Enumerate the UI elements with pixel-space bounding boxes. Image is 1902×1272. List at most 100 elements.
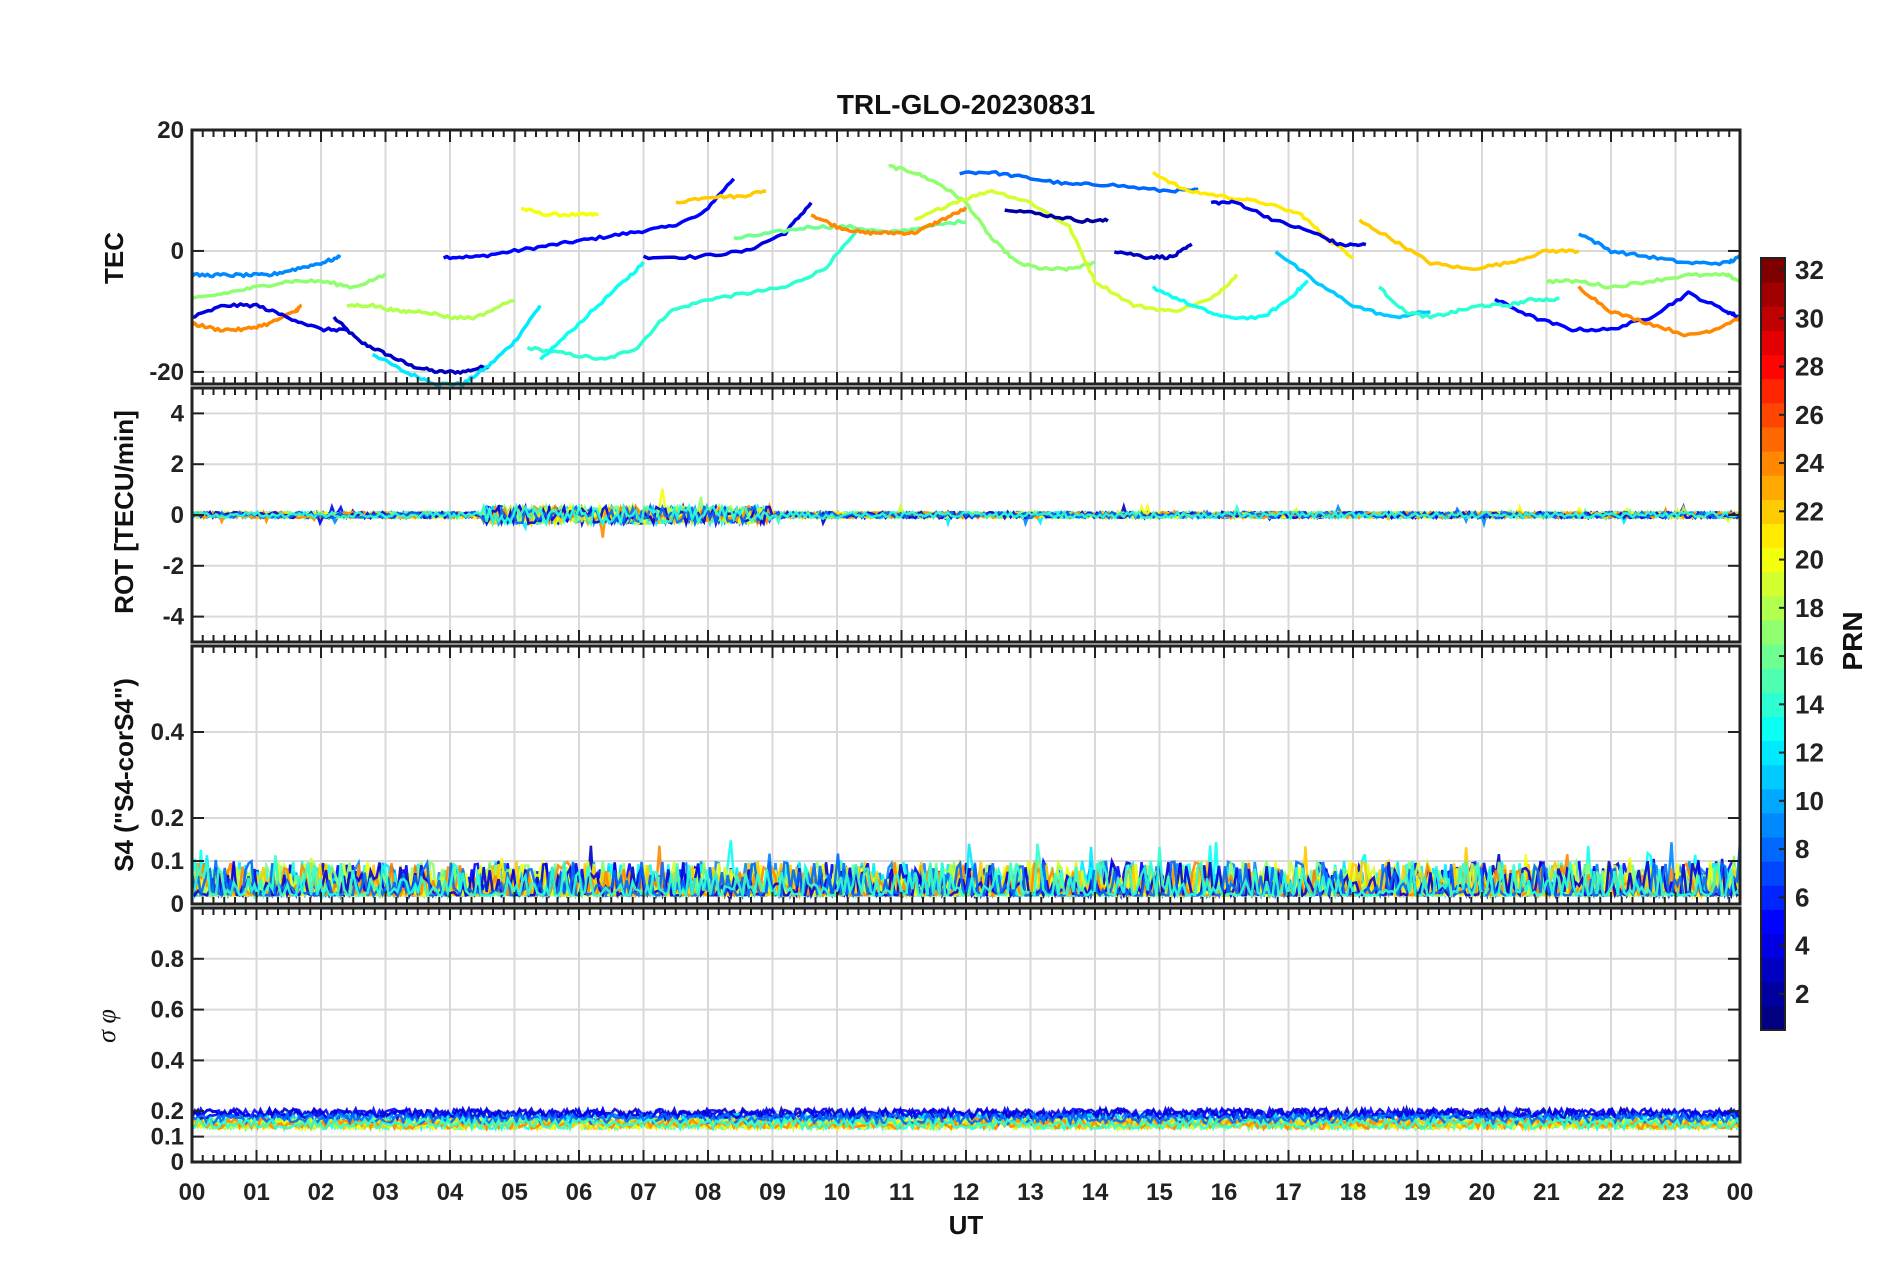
chart-title: TRL-GLO-20230831 [837,89,1095,120]
tec-series-prn-20 [520,207,599,218]
tec-series-prn-17 [191,272,387,300]
colorbar-tick-label: 4 [1795,931,1810,961]
tec-series-prn-24 [1577,285,1742,338]
tec-series-prn-5 [1494,290,1741,333]
panel-rot: 4 2 0 -2 -4 [163,386,1742,644]
tec-series-prn-5 [442,177,736,261]
x-tick-label: 01 [243,1179,270,1206]
colorbar-tick-label: 10 [1795,786,1824,816]
x-tick-label: 15 [1146,1179,1173,1206]
colorbar-tick-label: 20 [1795,545,1824,575]
colorbar-bin [1761,812,1785,838]
colorbar-bin [1761,378,1785,404]
colorbar-tick-label: 32 [1795,255,1824,285]
colorbar-tick-label: 26 [1795,400,1824,430]
colorbar-bin [1761,764,1785,790]
tec-series-prn-24 [810,206,968,236]
tec-series-prn-17 [888,164,1096,272]
colorbar-bin [1761,668,1785,693]
colorbar-tick-label: 28 [1795,352,1824,382]
x-tick-label: 06 [566,1179,593,1206]
panel-data-tec [190,164,1742,387]
colorbar-tick-label: 2 [1795,979,1809,1009]
s4-y-tick-label: 0.1 [151,848,184,875]
x-tick-label: 00 [1727,1179,1754,1206]
colorbar-bin [1761,1005,1785,1031]
x-tick-label: 03 [372,1179,399,1206]
tec-series-prn-13 [1151,279,1309,321]
panel-data-rot [190,488,1742,538]
x-tick-label: 04 [437,1179,464,1206]
tec-series-prn-17 [1545,272,1741,290]
rot-axis-label: ROT [TECU/min] [109,410,139,614]
x-tick-label: 19 [1404,1179,1431,1206]
tec-series-prn-8 [959,169,1199,194]
x-tick-label: 12 [953,1179,980,1206]
colorbar-tick-label: 6 [1795,882,1809,912]
x-axis-label: UT [949,1210,984,1240]
tec-series-prn-4 [1210,199,1367,248]
sigma_phi-y-tick-label: 0.1 [151,1124,184,1151]
panel-s4: 0.4 0.2 0.1 0 [151,644,1742,918]
s4-y-tick-label: 0.2 [151,805,184,832]
x-tick-label: 21 [1533,1179,1560,1206]
tec-y-tick-label: -20 [149,359,184,386]
tec-series-prn-24 [191,303,303,333]
colorbar-bin [1761,475,1785,500]
x-tick-label: 17 [1275,1179,1302,1206]
tec-series-prn-18 [346,299,515,321]
x-tick-label: 09 [759,1179,786,1206]
x-tick-label: 11 [889,1179,914,1206]
tec-series-prn-13 [539,260,645,361]
tec-series-prn-2 [1004,208,1109,224]
sigma_phi-series-prn-14 [191,1115,1742,1133]
s4-y-tick-label: 0 [171,891,184,918]
rot-y-tick-label: 0 [171,502,184,529]
tec-series-prn-3 [1113,242,1193,261]
colorbar-tick-label: 30 [1795,303,1824,333]
colorbar-tick-label: 14 [1795,689,1824,719]
colorbar-bin [1761,861,1785,886]
colorbar-label: PRN [1837,611,1868,670]
x-tick-label: 10 [824,1179,851,1206]
x-tick-label: 13 [1017,1179,1044,1206]
rot-series-prn-14 [191,502,1741,528]
rot-y-tick-label: -2 [163,553,184,580]
colorbar-tick-label: 8 [1795,834,1809,864]
colorbar-bin [1761,571,1785,597]
x-tick-label: 00 [179,1179,206,1206]
tec-series-prn-22 [1358,218,1580,272]
tec-series-prn-4 [642,201,813,261]
sigma_phi-y-tick-label: 0.2 [151,1098,184,1125]
panel-sigma_phi: 0.8 0.6 0.4 0.20.10 [151,906,1742,1176]
x-tick-labels: 00 01 02 03 04 05 06 07 08 09 10 11 12 13 14 15 16 17 18 19… [179,1179,1754,1206]
x-tick-label: 05 [501,1179,528,1206]
tec-series-prn-11 [1274,250,1431,320]
sigma_phi-y-tick-label: 0 [171,1149,184,1176]
colorbar-border [1760,257,1786,1031]
tec-series-prn-3 [332,315,490,375]
rot-y-tick-label: 4 [171,400,185,427]
sigma_phi-series-prn-4 [191,1104,1741,1123]
colorbar-bin [1761,909,1785,935]
tec-series-prn-9 [1577,232,1741,267]
tec-series-prn-22 [675,189,767,205]
plot-layer: 200-20420-2-40.40.20.100.80.60.40.20.100… [149,117,1824,1206]
colorbar-bin [1761,716,1785,742]
sigma_phi-y-tick-label: 0.4 [151,1047,185,1074]
colorbar-tick-label: 16 [1795,641,1824,671]
sigma_phi-y-tick-label: 0.8 [151,946,184,973]
panel-data-sigma_phi [190,1104,1742,1133]
x-tick-label: 08 [695,1179,722,1206]
x-tick-label: 18 [1340,1179,1367,1206]
rot-y-tick-label: 2 [171,451,184,478]
colorbar-tick-label: 18 [1795,593,1824,623]
panel-tec: 20 0 -20 [149,117,1742,387]
colorbar-tick-label: 24 [1795,448,1824,478]
colorbar-tick-label: 12 [1795,738,1824,768]
tec-y-tick-label: 0 [171,238,184,265]
x-tick-label: 20 [1469,1179,1496,1206]
x-tick-label: 14 [1082,1179,1109,1206]
sigma_phi-y-tick-label: 0.6 [151,997,184,1024]
